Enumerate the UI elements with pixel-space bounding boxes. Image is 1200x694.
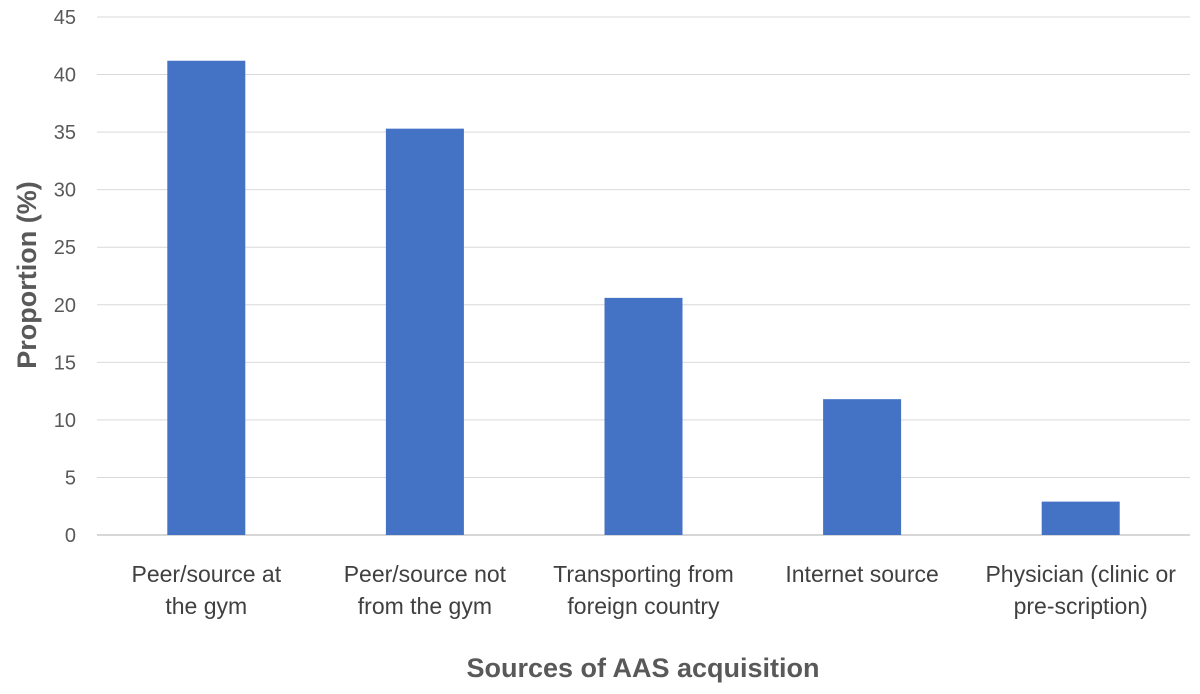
x-axis-categories: Peer/source at the gym Peer/source not from… [132,561,1177,619]
y-tick-label: 25 [54,237,76,259]
y-tick-label: 40 [54,65,76,87]
bar [167,60,246,536]
bar [385,128,464,535]
x-category-label: Transporting from foreign country [553,561,734,619]
bar [604,297,683,535]
y-tick-label: 10 [54,410,76,432]
y-axis-ticks: 0 5 10 15 20 25 30 35 40 45 [54,7,76,547]
y-tick-label: 30 [54,180,76,202]
x-category-label: Physician (clinic or pre-scription) [985,561,1176,619]
bar [823,399,902,535]
y-tick-label: 0 [65,525,76,547]
y-tick-label: 5 [65,467,76,489]
y-tick-label: 35 [54,122,76,144]
y-tick-label: 20 [54,295,76,317]
y-axis-title: Proportion (%) [12,181,42,368]
bar [1041,501,1120,535]
y-tick-label: 45 [54,7,76,29]
x-category-label: Peer/source at the gym [132,561,282,619]
bars [167,60,1120,536]
y-tick-label: 15 [54,352,76,374]
x-category-label: Peer/source not from the gym [344,561,507,619]
x-axis-title: Sources of AAS acquisition [466,653,819,683]
x-category-label: Internet source [785,561,938,587]
